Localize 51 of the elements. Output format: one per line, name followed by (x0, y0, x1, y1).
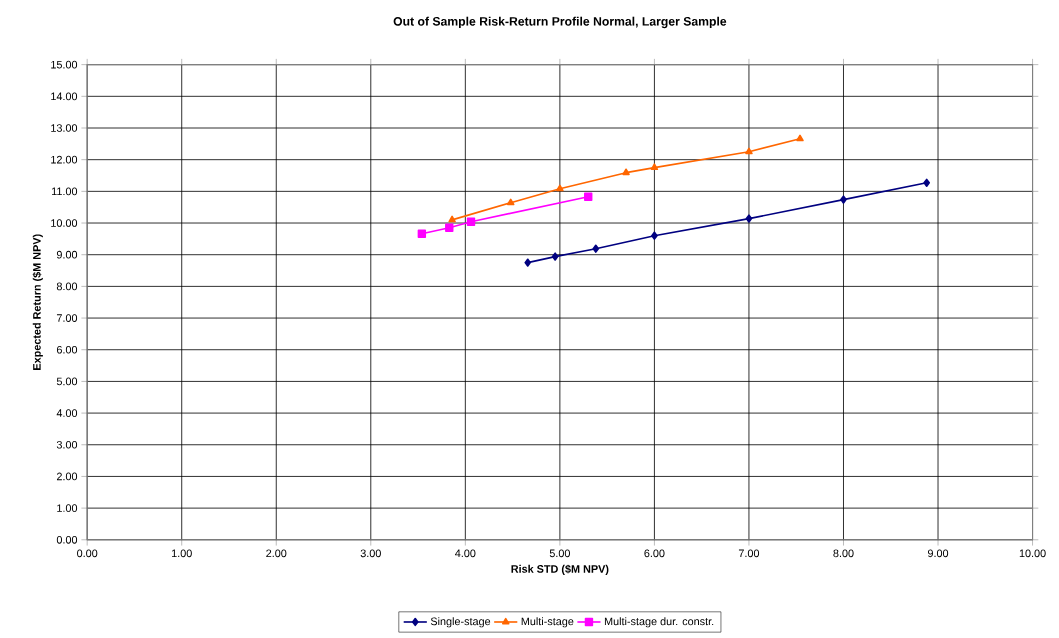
point (448, 215, 456, 223)
point (445, 223, 454, 233)
y-tick-label: 11.00 (52, 187, 78, 196)
y-tick-label: 2.00 (56, 472, 78, 481)
x-axis-title: Risk STD ($M NPV) (511, 564, 609, 576)
point (466, 217, 476, 227)
x-tick-label: 7.00 (738, 549, 760, 558)
point (584, 192, 593, 202)
y-axis-title: Expected Return ($M NPV) (32, 234, 43, 371)
x-tick-label: 8.00 (833, 549, 854, 558)
point (650, 163, 659, 171)
legend-label: Single-stage (430, 617, 491, 628)
y-tick-label: 8.00 (56, 282, 78, 291)
x-tick-label: 5.00 (549, 549, 571, 558)
y-tick-label: 9.00 (56, 251, 78, 259)
y-tick-label: 7.00 (56, 314, 78, 323)
x-tick-label: 4.00 (455, 549, 476, 558)
y-tick-label: 4.00 (56, 409, 78, 418)
point (622, 168, 630, 176)
point (417, 229, 427, 239)
y-tick-label: 14.00 (51, 92, 78, 101)
y-tick-label: 15.00 (51, 60, 78, 69)
x-tick-label: 10.00 (1019, 549, 1046, 558)
y-tick-label: 10.00 (51, 219, 78, 227)
point (923, 178, 931, 188)
legend-label: Multi-stage (521, 617, 574, 628)
point (840, 195, 847, 204)
y-tick-label: 13.00 (51, 124, 78, 132)
point (551, 252, 559, 261)
point (651, 231, 658, 241)
point (506, 198, 515, 206)
x-tick-label: 9.00 (927, 549, 949, 558)
x-tick-label: 2.00 (266, 549, 287, 558)
x-tick-label: 0.00 (77, 549, 98, 558)
y-tick-label: 6.00 (56, 346, 78, 354)
y-tick-label: 12.00 (51, 155, 78, 164)
point (524, 258, 532, 267)
point (592, 244, 600, 254)
point (556, 184, 564, 192)
x-tick-label: 3.00 (360, 549, 381, 558)
x-tick-label: 6.00 (644, 549, 665, 558)
point (796, 134, 804, 142)
y-tick-label: 1.00 (57, 504, 78, 513)
y-tick-label: 0.00 (56, 536, 78, 544)
legend-label: Multi-stage dur. constr. (604, 617, 714, 628)
point (745, 214, 753, 223)
chart-title: Out of Sample Risk-Return Profile Normal, Larger Sample (393, 16, 727, 29)
y-tick-label: 5.00 (56, 377, 78, 386)
x-tick-label: 1.00 (172, 549, 192, 558)
point (745, 147, 753, 155)
y-tick-label: 3.00 (56, 441, 78, 449)
